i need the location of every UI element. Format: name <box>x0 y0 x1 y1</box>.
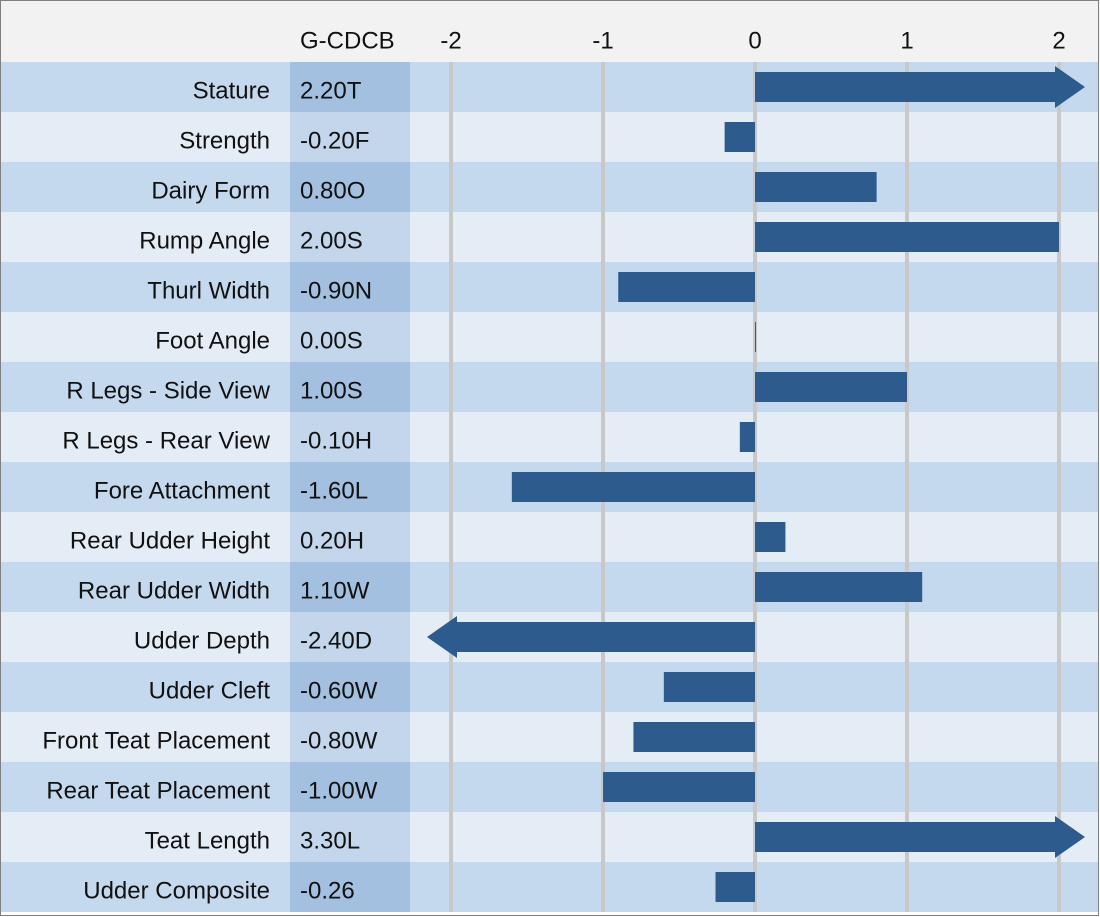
value-label: -0.90N <box>300 277 372 304</box>
bar <box>755 522 786 552</box>
row-background <box>1 112 1099 162</box>
row-label: Strength <box>179 127 270 154</box>
bar <box>618 272 756 302</box>
value-label: 1.00S <box>300 377 363 404</box>
bar <box>755 372 908 402</box>
row-background <box>1 362 1099 412</box>
value-cell <box>290 512 410 562</box>
row-label: Rump Angle <box>139 227 270 254</box>
value-label: 3.30L <box>300 827 360 854</box>
value-cell <box>290 862 410 912</box>
bar <box>755 572 923 602</box>
row-label: Foot Angle <box>155 327 270 354</box>
x-tick-label: -2 <box>440 27 461 54</box>
bar <box>755 172 877 202</box>
row-label: Thurl Width <box>147 277 270 304</box>
column-header: G-CDCB <box>300 27 395 54</box>
row-background <box>1 412 1099 462</box>
value-cell <box>290 812 410 862</box>
value-label: -0.80W <box>300 727 378 754</box>
value-label: 2.00S <box>300 227 363 254</box>
value-label: 2.20T <box>300 77 362 104</box>
value-cell <box>290 712 410 762</box>
x-tick-label: 2 <box>1052 27 1065 54</box>
bar <box>603 772 756 802</box>
row-background <box>1 512 1099 562</box>
row-background <box>1 862 1099 912</box>
value-cell <box>290 662 410 712</box>
row-label: Udder Cleft <box>149 677 271 704</box>
value-label: 0.80O <box>300 177 365 204</box>
overflow-arrow <box>755 816 1085 858</box>
row-label: Rear Teat Placement <box>46 777 270 804</box>
value-cell <box>290 262 410 312</box>
row-label: R Legs - Rear View <box>62 427 270 454</box>
row-background <box>1 262 1099 312</box>
bar <box>715 872 756 902</box>
x-tick-label: -1 <box>592 27 613 54</box>
row-label: Rear Udder Width <box>78 577 270 604</box>
value-cell <box>290 212 410 262</box>
bar <box>755 222 1060 252</box>
value-cell <box>290 312 410 362</box>
x-tick-label: 1 <box>900 27 913 54</box>
bar <box>724 122 756 152</box>
value-cell <box>290 462 410 512</box>
row-label: Udder Composite <box>83 877 270 904</box>
header-background <box>0 0 1100 62</box>
row-label: Dairy Form <box>151 177 270 204</box>
value-label: -1.60L <box>300 477 368 504</box>
value-label: -0.20F <box>300 127 369 154</box>
bar <box>663 672 756 702</box>
row-label: Teat Length <box>145 827 270 854</box>
row-label: Front Teat Placement <box>42 727 270 754</box>
value-label: 0.00S <box>300 327 363 354</box>
row-background <box>1 662 1099 712</box>
bar <box>511 472 756 502</box>
row-background <box>1 162 1099 212</box>
value-label: -2.40D <box>300 627 372 654</box>
row-background <box>1 312 1099 362</box>
row-background <box>1 762 1099 812</box>
overflow-arrow <box>755 66 1085 108</box>
value-cell <box>290 412 410 462</box>
value-cell <box>290 62 410 112</box>
row-background <box>1 712 1099 762</box>
bar <box>739 422 756 452</box>
value-cell <box>290 112 410 162</box>
value-label: -0.60W <box>300 677 378 704</box>
value-label: -0.10H <box>300 427 372 454</box>
value-label: 0.20H <box>300 527 364 554</box>
value-cell <box>290 562 410 612</box>
row-label: Stature <box>193 77 270 104</box>
value-cell <box>290 162 410 212</box>
bar <box>633 722 756 752</box>
value-cell <box>290 362 410 412</box>
overflow-arrow <box>427 616 756 658</box>
value-label: -0.26 <box>300 877 355 904</box>
bar <box>755 322 757 352</box>
x-tick-label: 0 <box>748 27 761 54</box>
row-label: Fore Attachment <box>94 477 270 504</box>
row-label: Udder Depth <box>134 627 270 654</box>
row-label: R Legs - Side View <box>66 377 270 404</box>
value-cell <box>290 762 410 812</box>
value-cell <box>290 612 410 662</box>
row-label: Rear Udder Height <box>70 527 270 554</box>
value-label: -1.00W <box>300 777 378 804</box>
value-label: 1.10W <box>300 577 370 604</box>
